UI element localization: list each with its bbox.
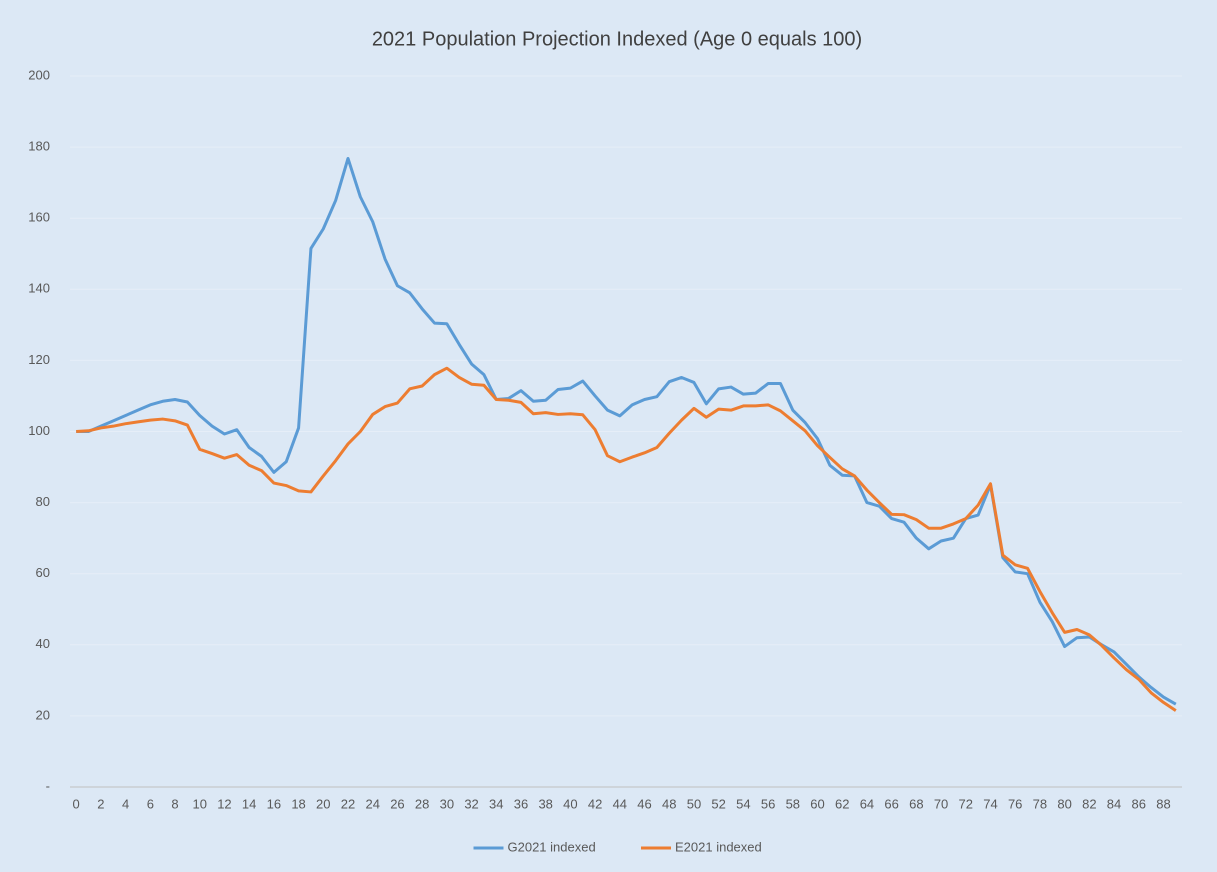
x-tick-label: 26 [390, 796, 404, 811]
x-tick-label: 88 [1156, 796, 1170, 811]
x-tick-label: 18 [291, 796, 305, 811]
x-tick-label: 4 [122, 796, 129, 811]
x-tick-label: 12 [217, 796, 231, 811]
x-tick-label: 20 [316, 796, 330, 811]
x-tick-label: 36 [514, 796, 528, 811]
x-tick-label: 70 [934, 796, 948, 811]
y-tick-label: 120 [28, 352, 50, 367]
x-tick-label: 0 [73, 796, 80, 811]
y-tick-label: 200 [28, 67, 50, 82]
x-tick-label: 46 [637, 796, 651, 811]
series-line [76, 366, 1177, 712]
x-tick-label: 62 [835, 796, 849, 811]
y-tick-label: 100 [28, 423, 50, 438]
y-tick-label: 80 [36, 494, 50, 509]
y-tick-label: 40 [36, 636, 50, 651]
x-tick-label: 86 [1132, 796, 1146, 811]
x-tick-label: 54 [736, 796, 750, 811]
x-tick-label: 24 [365, 796, 379, 811]
x-tick-label: 16 [267, 796, 281, 811]
y-tick-label: 160 [28, 210, 50, 225]
x-tick-label: 28 [415, 796, 429, 811]
x-tick-label: 56 [761, 796, 775, 811]
x-tick-label: 84 [1107, 796, 1121, 811]
x-tick-label: 50 [687, 796, 701, 811]
x-tick-label: 52 [711, 796, 725, 811]
x-tick-label: 8 [171, 796, 178, 811]
x-tick-label: 66 [884, 796, 898, 811]
x-tick-label: 74 [983, 796, 997, 811]
x-tick-label: 42 [588, 796, 602, 811]
x-tick-label: 44 [613, 796, 627, 811]
legend-label: G2021 indexed [508, 839, 596, 854]
x-tick-label: 72 [959, 796, 973, 811]
legend-label: E2021 indexed [675, 839, 762, 854]
x-tick-label: 80 [1057, 796, 1071, 811]
x-tick-label: 58 [786, 796, 800, 811]
y-tick-label: - [46, 778, 50, 793]
x-tick-label: 10 [192, 796, 206, 811]
y-tick-label: 180 [28, 139, 50, 154]
x-tick-label: 6 [147, 796, 154, 811]
y-tick-label: 20 [36, 707, 50, 722]
y-tick-label: 60 [36, 565, 50, 580]
x-tick-label: 22 [341, 796, 355, 811]
x-tick-label: 60 [810, 796, 824, 811]
x-tick-label: 82 [1082, 796, 1096, 811]
x-tick-label: 2 [97, 796, 104, 811]
x-tick-label: 34 [489, 796, 503, 811]
x-tick-label: 64 [860, 796, 874, 811]
x-tick-label: 78 [1033, 796, 1047, 811]
x-tick-label: 30 [440, 796, 454, 811]
chart-title: 2021 Population Projection Indexed (Age … [372, 28, 862, 50]
x-tick-label: 40 [563, 796, 577, 811]
x-tick-label: 68 [909, 796, 923, 811]
x-tick-label: 38 [538, 796, 552, 811]
y-tick-label: 140 [28, 281, 50, 296]
x-tick-label: 48 [662, 796, 676, 811]
x-tick-label: 14 [242, 796, 256, 811]
x-tick-label: 76 [1008, 796, 1022, 811]
x-tick-label: 32 [464, 796, 478, 811]
